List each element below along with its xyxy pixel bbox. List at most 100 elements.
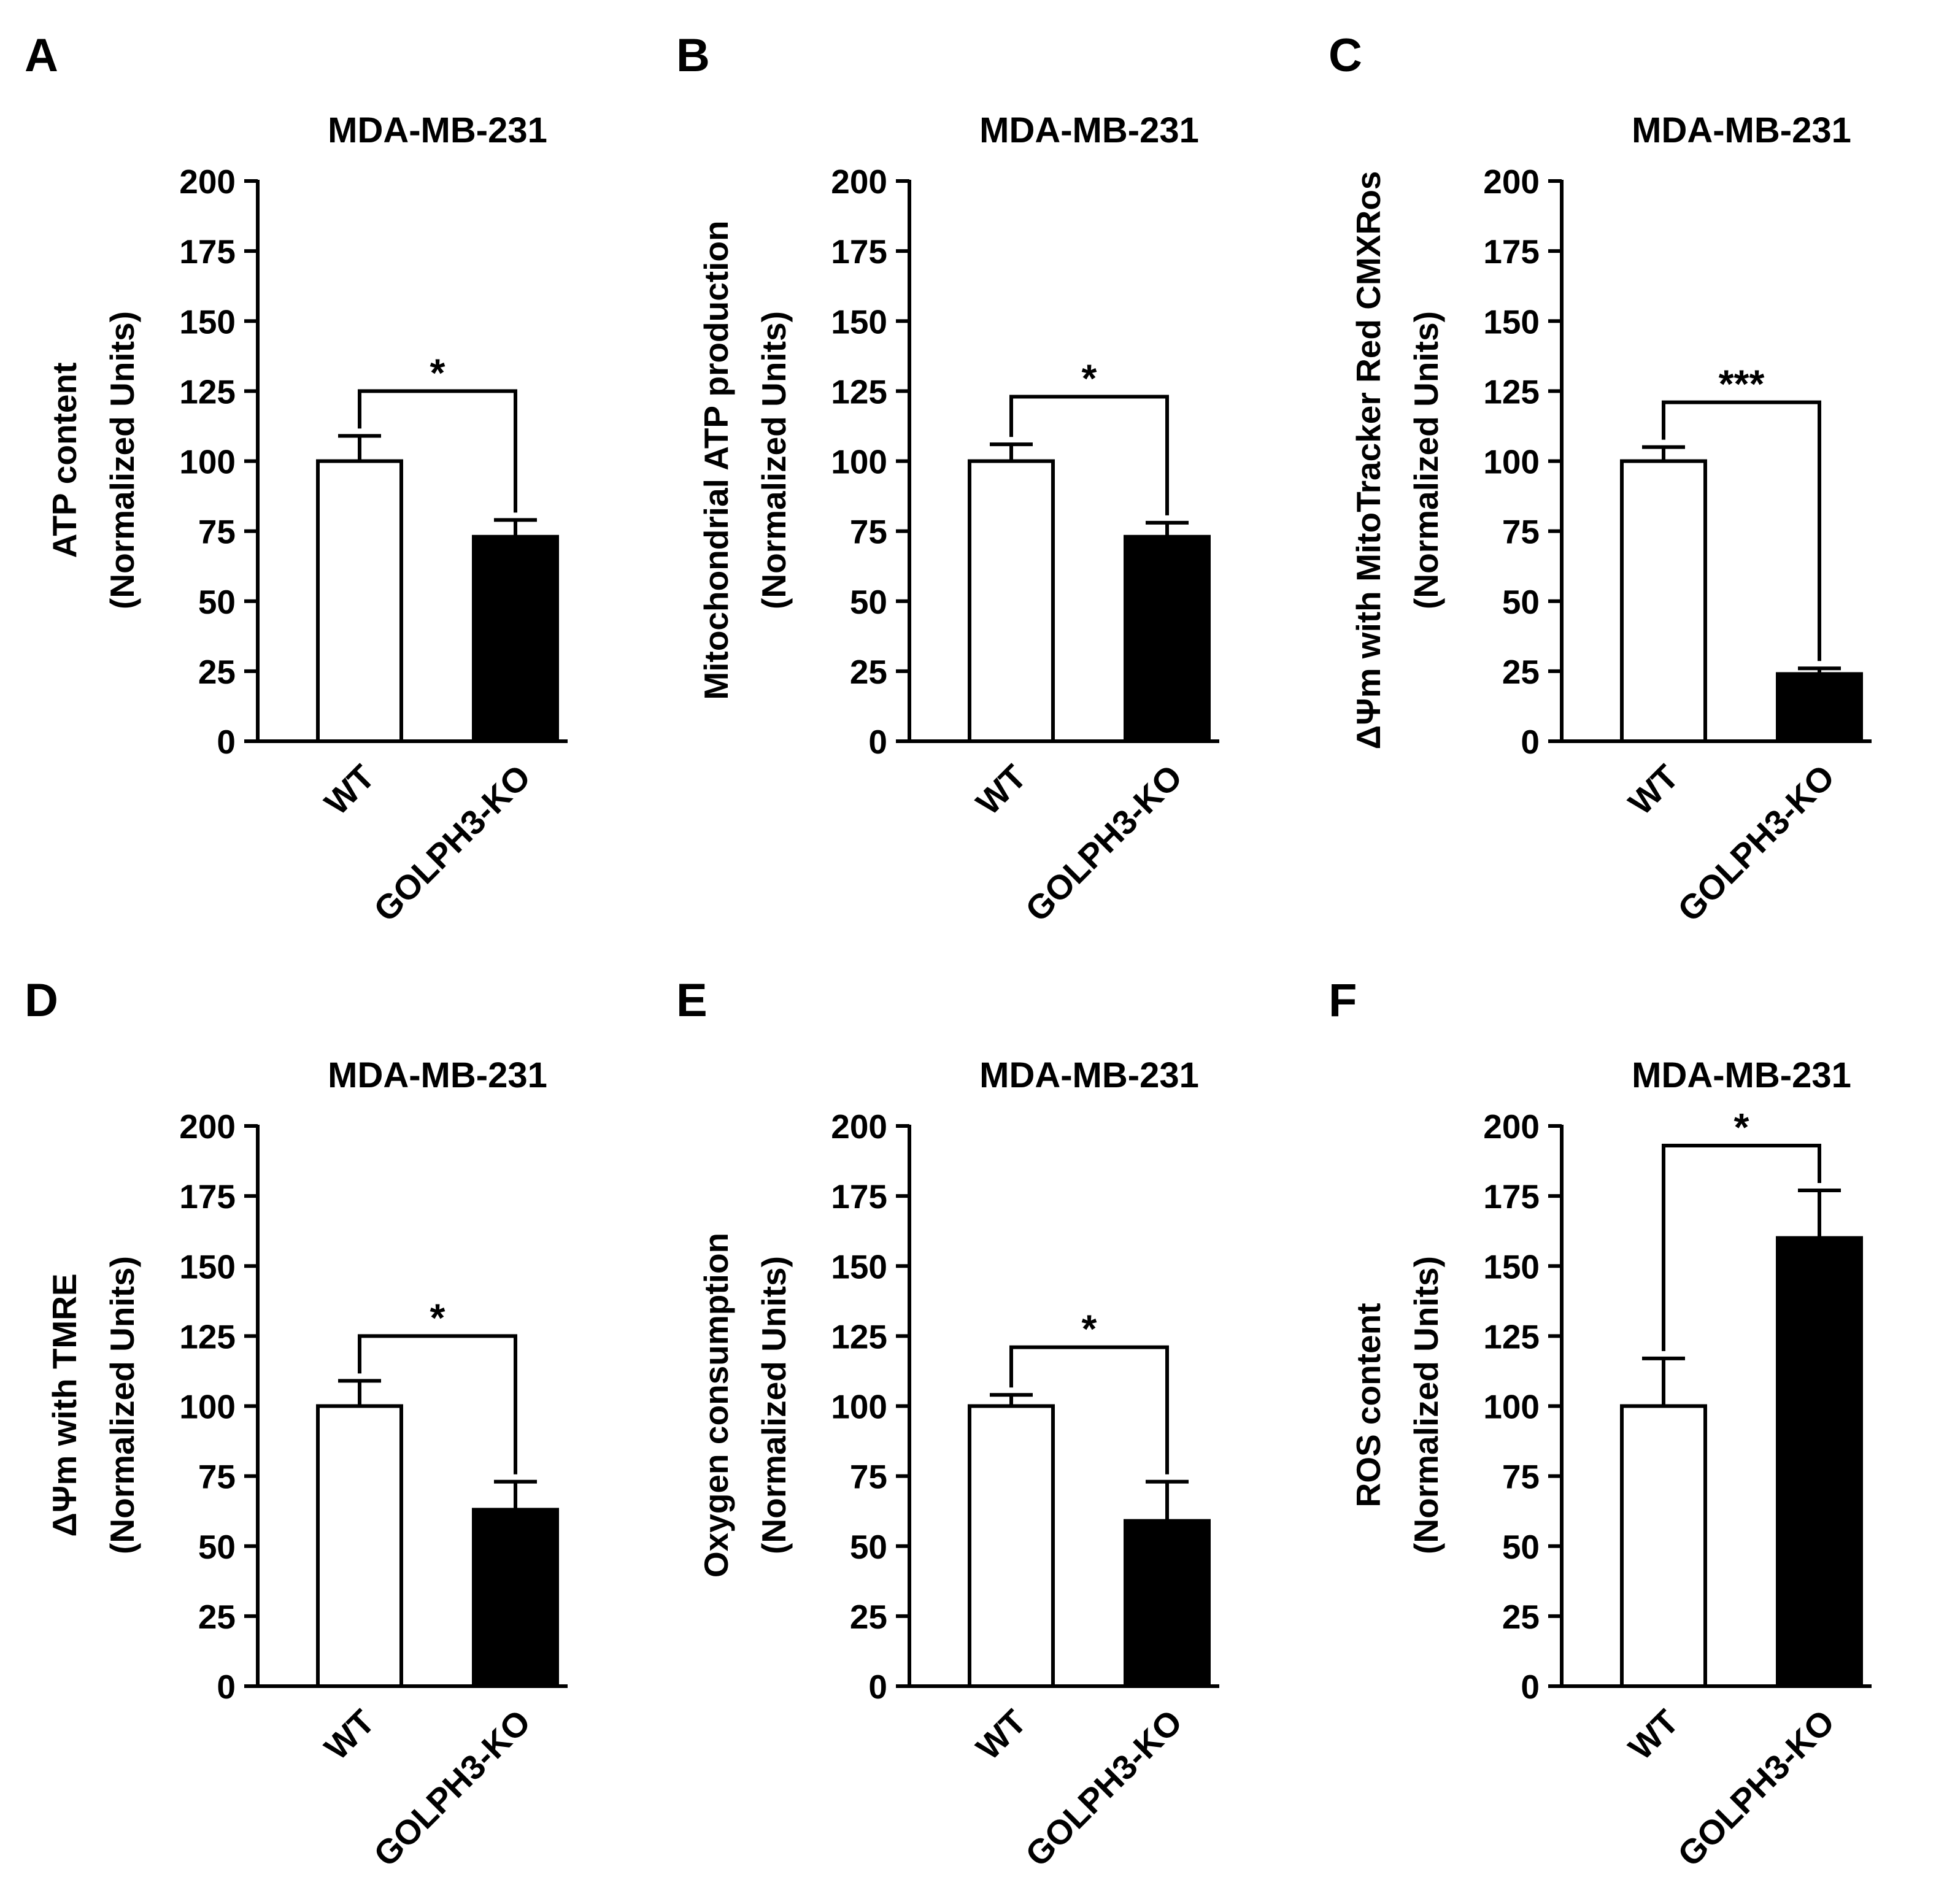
significance-label: * (1082, 1307, 1097, 1351)
significance-bracket (1009, 395, 1169, 515)
y-tick-label: 125 (179, 372, 236, 410)
y-tick-label: 25 (850, 1598, 887, 1636)
y-tick-label: 200 (831, 1108, 887, 1146)
y-tick-label: 100 (1483, 1388, 1540, 1426)
y-tick-label: 175 (179, 1177, 236, 1216)
significance-label: *** (1719, 362, 1765, 406)
y-tick-label: 150 (179, 303, 236, 341)
bar-golph3-ko (472, 534, 559, 743)
panel-c: C MDA-MB-231 ΔΨm with MitoTracker Red CMXR… (1329, 29, 1872, 929)
significance-bracket (1009, 1345, 1169, 1474)
y-tick-label: 125 (1483, 1317, 1540, 1355)
significance-label: * (430, 350, 445, 395)
y-tick-label: 50 (1502, 1528, 1540, 1566)
y-tick-label: 100 (831, 443, 887, 481)
y-axis-label: ATP content (45, 363, 83, 558)
y-tick-label: 75 (1502, 513, 1540, 551)
bar-golph3-ko (1124, 534, 1211, 743)
y-axis-label: Oxygen consumption (697, 1233, 735, 1578)
x-tick-label: WT (1621, 1702, 1686, 1767)
panel-label: B (676, 29, 710, 82)
panel-label: F (1329, 974, 1357, 1027)
chart-title: MDA-MB-231 (979, 1055, 1199, 1095)
y-tick-label: 75 (850, 513, 887, 551)
y-axis-label: ΔΨm with MitoTracker Red CMXRos (1349, 171, 1387, 750)
panel-b: B MDA-MB-231 Mitochondrial ATP production (… (676, 29, 1219, 929)
y-tick-label: 50 (850, 1528, 887, 1566)
y-tick-label: 125 (831, 1317, 887, 1355)
x-tick-label: GOLPH3-KO (1670, 1702, 1842, 1874)
x-tick-label: GOLPH3-KO (1018, 1702, 1190, 1874)
y-tick-label: 75 (198, 1458, 236, 1496)
y-tick-label: 150 (831, 303, 887, 341)
y-axis-label-units: (Normalized Units) (755, 311, 793, 609)
chart-title: MDA-MB-231 (1632, 110, 1851, 150)
chart-title: MDA-MB-231 (328, 110, 547, 150)
y-tick-label: 75 (198, 513, 236, 551)
x-tick-label: GOLPH3-KO (366, 757, 538, 929)
y-tick-label: 175 (1483, 1177, 1540, 1216)
bar-wt (968, 459, 1055, 743)
y-tick-label: 75 (850, 1458, 887, 1496)
y-tick-label: 50 (198, 583, 236, 621)
significance-bracket (1662, 1143, 1821, 1351)
y-tick-label: 100 (179, 443, 236, 481)
panel-f: F MDA-MB-231 ROS content (Normalized Units)… (1329, 974, 1872, 1874)
y-tick-label: 25 (1502, 1598, 1540, 1636)
bar-wt (1620, 459, 1707, 743)
y-tick-label: 25 (198, 1598, 236, 1636)
y-axis-label-units: (Normalized Units) (103, 1256, 141, 1554)
y-tick-label: 0 (217, 1668, 236, 1706)
y-tick-label: 150 (1483, 1247, 1540, 1285)
y-tick-label: 50 (198, 1528, 236, 1566)
y-tick-label: 125 (1483, 372, 1540, 410)
x-tick-label: WT (968, 1702, 1033, 1767)
significance-label: * (1082, 357, 1097, 401)
x-tick-label: WT (1621, 757, 1686, 822)
panel-e: E MDA-MB-231 Oxygen consumption (Normalized… (676, 974, 1219, 1874)
y-tick-label: 125 (179, 1317, 236, 1355)
x-tick-label: GOLPH3-KO (1018, 757, 1190, 929)
y-axis-label-units: (Normalized Units) (755, 1256, 793, 1554)
y-tick-label: 100 (179, 1388, 236, 1426)
panel-label: C (1329, 29, 1362, 82)
chart-title: MDA-MB-231 (1632, 1055, 1851, 1095)
x-tick-label: WT (968, 757, 1033, 822)
y-tick-label: 200 (1483, 163, 1540, 201)
x-tick-label: GOLPH3-KO (366, 1702, 538, 1874)
significance-label: * (430, 1295, 445, 1339)
x-tick-label: WT (317, 1702, 382, 1767)
bar-golph3-ko (1124, 1519, 1211, 1689)
y-tick-label: 125 (831, 372, 887, 410)
bar-wt (316, 1404, 403, 1688)
y-tick-label: 0 (868, 1668, 887, 1706)
y-tick-label: 175 (179, 233, 236, 271)
y-axis-label-units: (Normalized Units) (1407, 1256, 1445, 1554)
y-tick-label: 150 (179, 1247, 236, 1285)
y-tick-label: 175 (1483, 233, 1540, 271)
y-tick-label: 75 (1502, 1458, 1540, 1496)
chart-title: MDA-MB-231 (328, 1055, 547, 1095)
y-tick-label: 150 (831, 1247, 887, 1285)
panel-label: A (25, 29, 58, 82)
y-tick-label: 200 (179, 163, 236, 201)
panel-label: D (25, 974, 58, 1027)
bar-golph3-ko (1776, 672, 1863, 743)
panel-a: A MDA-MB-231 ATP content (Normalized Units)… (25, 29, 568, 929)
bar-wt (316, 459, 403, 743)
significance-bracket (358, 389, 517, 513)
significance-label: * (1734, 1105, 1749, 1149)
y-tick-label: 50 (1502, 583, 1540, 621)
y-tick-label: 25 (198, 653, 236, 691)
y-tick-label: 100 (831, 1388, 887, 1426)
y-tick-label: 0 (1521, 723, 1540, 761)
y-tick-label: 50 (850, 583, 887, 621)
x-tick-label: WT (317, 757, 382, 822)
significance-bracket (1662, 400, 1821, 661)
bar-wt (1620, 1404, 1707, 1688)
y-tick-label: 200 (831, 163, 887, 201)
y-tick-label: 0 (217, 723, 236, 761)
y-axis-label: ΔΨm with TMRE (45, 1273, 83, 1536)
y-tick-label: 175 (831, 233, 887, 271)
